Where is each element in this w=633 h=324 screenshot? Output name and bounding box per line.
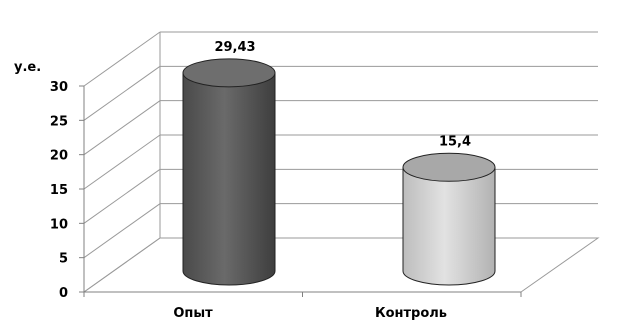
x-category-label-2: Контроль [375, 306, 447, 321]
gridline-side-1 [83, 203, 161, 259]
bar-2-body [402, 166, 496, 286]
bar-1-body [182, 72, 276, 286]
axis-layer [79, 85, 522, 297]
bar-2 [402, 152, 496, 286]
y-tick-label-5: 25 [50, 114, 68, 129]
bar-1 [182, 58, 276, 286]
bar-2-top [402, 152, 496, 182]
y-tick-label-4: 20 [50, 149, 68, 164]
y-axis-unit-label: у.е. [14, 60, 41, 75]
data-label-1: 29,43 [214, 40, 255, 55]
bar-layer [182, 58, 496, 286]
grid-layer [83, 31, 600, 293]
gridline-side-6 [83, 31, 161, 87]
y-tick-label-6: 30 [50, 80, 68, 95]
data-label-2: 15,4 [439, 134, 471, 149]
x-category-label-1: Опыт [173, 306, 213, 321]
floor-outline [83, 237, 600, 293]
y-tick-label-0: 0 [59, 286, 68, 301]
y-tick-label-2: 10 [50, 217, 68, 232]
gridline-side-5 [83, 65, 161, 121]
gridline-side-2 [83, 168, 161, 224]
text-layer: у.е. 0 5 10 15 20 25 30 29,43 Опыт 15,4 Контроль [14, 40, 471, 321]
gridline-side-4 [83, 100, 161, 156]
bar-1-top [182, 58, 276, 88]
y-tick-label-3: 15 [50, 183, 68, 198]
gridline-side-3 [83, 134, 161, 190]
y-tick-label-1: 5 [59, 252, 68, 267]
